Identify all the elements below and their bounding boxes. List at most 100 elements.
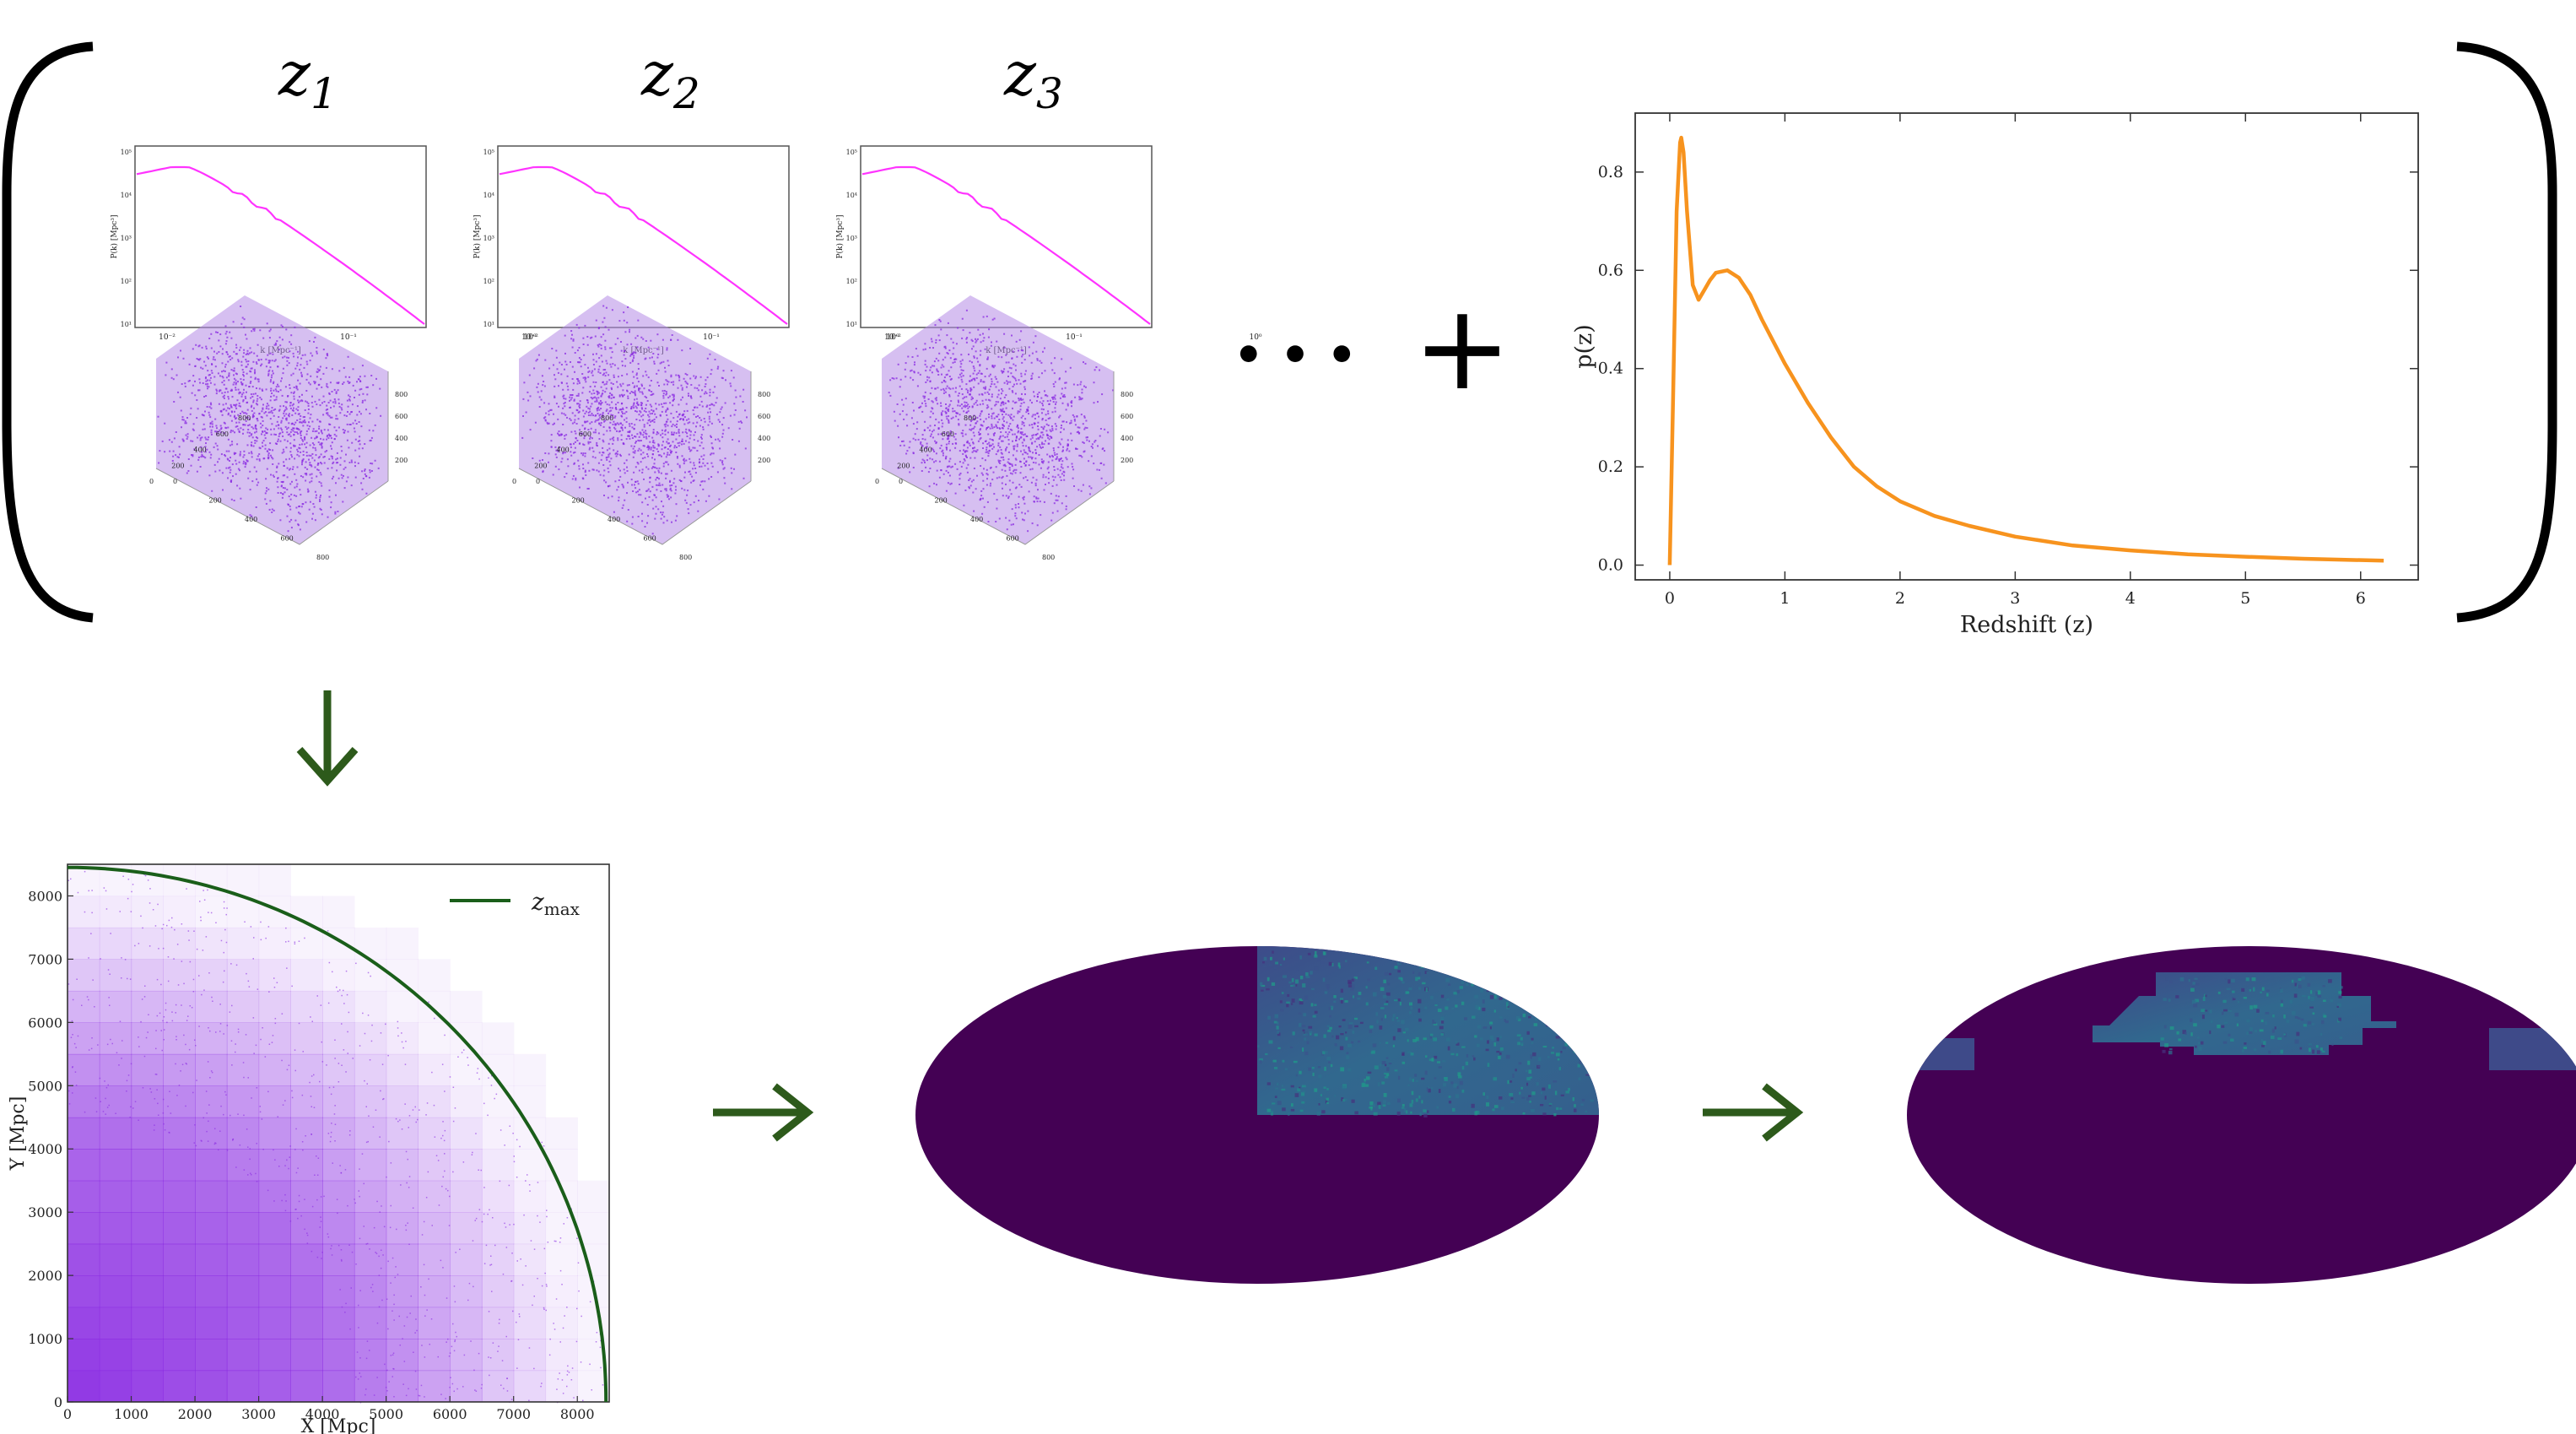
redshift-label-3: z 3 bbox=[1003, 38, 1063, 118]
plot-frame bbox=[134, 145, 427, 328]
x-tick-label: 10⁰ bbox=[523, 333, 536, 342]
cube-tick-label: 600 bbox=[579, 430, 591, 438]
cube-tick-label: 800 bbox=[238, 414, 251, 422]
x-tick-label: 10⁻² bbox=[159, 333, 176, 342]
cube-tick-label: 200 bbox=[897, 462, 910, 469]
density-cube-plot: 0 200 400 600 800 0 200 400 600 800 200 400 600 800 bbox=[875, 295, 1133, 561]
svg-text:2: 2 bbox=[672, 69, 700, 118]
x-tick-label: 10⁻² bbox=[884, 333, 901, 342]
cube-tick-label: 600 bbox=[758, 413, 770, 420]
cube-tick-label: 800 bbox=[1042, 554, 1055, 561]
y-tick-label: 10⁴ bbox=[483, 192, 494, 199]
x-tick-label: 3 bbox=[2010, 589, 2020, 608]
y-tick-label: 10¹ bbox=[121, 321, 132, 328]
x-tick-label: 10⁰ bbox=[1249, 333, 1261, 342]
zmax-boundary-arc bbox=[67, 865, 608, 1403]
cube-tick-label: 200 bbox=[935, 497, 948, 505]
redshift-distribution-chart: 0 1 2 3 4 5 6 0.0 0.2 0.4 0.6 0.8 Redshift (z) p(z) bbox=[1571, 112, 2419, 638]
cube-tick-label: 200 bbox=[395, 457, 408, 464]
power-spectrum-curve bbox=[136, 165, 425, 325]
lightcone-xy-chart: 0 1000 2000 3000 4000 5000 6000 7000 8000 0 1000 20… bbox=[8, 863, 610, 1434]
cube-tick-label: 600 bbox=[281, 535, 294, 543]
full-sky-map bbox=[915, 946, 1599, 1284]
density-cube-panels: 0 200 400 600 800 0 200 400 600 800 200 400 600 800 0 2… bbox=[149, 295, 1133, 561]
lightcone-points bbox=[68, 864, 610, 1404]
x-tick-label: 2000 bbox=[178, 1406, 213, 1422]
y-axis-label: P(k) [Mpc³] bbox=[473, 214, 482, 258]
y-tick-label: 10¹ bbox=[483, 321, 494, 328]
legend-label: zmax bbox=[531, 888, 581, 919]
y-tick-label: 10⁴ bbox=[846, 192, 857, 199]
cube-tick-label: 0 bbox=[149, 478, 154, 485]
svg-text:z: z bbox=[640, 38, 674, 109]
y-tick-label: 0.4 bbox=[1598, 360, 1623, 378]
x-tick-label: 7000 bbox=[496, 1406, 531, 1422]
y-tick-label: 3000 bbox=[28, 1204, 62, 1220]
x-tick-label: 10⁻¹ bbox=[340, 333, 357, 342]
ellipsis: • • • bbox=[1234, 328, 1357, 383]
y-tick-label: 0.0 bbox=[1598, 556, 1623, 575]
x-tick-label: 6 bbox=[2356, 589, 2366, 608]
x-tick-label: 10⁻¹ bbox=[703, 333, 720, 342]
plot-frame bbox=[860, 145, 1153, 328]
y-tick-label: 10⁴ bbox=[121, 192, 132, 199]
x-tick-label: 4 bbox=[2125, 589, 2136, 608]
cube-tick-label: 200 bbox=[758, 457, 770, 464]
cube-points bbox=[888, 309, 1115, 533]
svg-text:1: 1 bbox=[311, 69, 338, 118]
masked-sky-map bbox=[1907, 946, 2576, 1284]
right-bracket bbox=[2456, 41, 2557, 623]
x-tick-label: 6000 bbox=[433, 1406, 467, 1422]
cube-tick-label: 0 bbox=[899, 478, 903, 485]
cube-tick-label: 600 bbox=[395, 413, 408, 420]
y-tick-label: 10⁵ bbox=[121, 149, 132, 156]
y-tick-label: 5000 bbox=[28, 1078, 62, 1094]
y-tick-label: 0 bbox=[54, 1394, 62, 1410]
cube-tick-label: 400 bbox=[758, 435, 770, 442]
x-tick-label: 10⁰ bbox=[886, 333, 899, 342]
x-tick-label: 5 bbox=[2240, 589, 2250, 608]
cube-tick-label: 0 bbox=[512, 478, 516, 485]
sky-patch bbox=[1920, 1038, 1974, 1070]
y-tick-label: 7000 bbox=[28, 951, 62, 967]
x-tick-label: 0 bbox=[63, 1406, 72, 1422]
x-tick-label: 1 bbox=[1779, 589, 1790, 608]
cube-tick-label: 600 bbox=[216, 430, 229, 438]
plot-frame bbox=[67, 863, 610, 1403]
y-tick-label: 10² bbox=[121, 278, 132, 285]
y-axis-label: Y [Mpc] bbox=[8, 1096, 29, 1172]
y-tick-label: 10⁵ bbox=[483, 149, 494, 156]
redshift-distribution-line bbox=[1667, 135, 2384, 565]
power-spectrum-plot: 10⁻²10⁻¹10⁰k [Mpc⁻¹]10⁵10⁴10³10²10¹P(k) … bbox=[835, 145, 1262, 355]
density-cube-plot: 0 200 400 600 800 0 200 400 600 800 200 400 600 800 bbox=[512, 295, 770, 561]
cube-tick-label: 400 bbox=[245, 516, 257, 523]
cube-tick-label: 400 bbox=[1121, 435, 1133, 442]
y-tick-label: 10⁵ bbox=[846, 149, 857, 156]
cube-tick-label: 800 bbox=[1121, 391, 1133, 398]
plus-sign: + bbox=[1412, 279, 1511, 417]
y-axis-label: P(k) [Mpc³] bbox=[835, 214, 845, 258]
cube-volume bbox=[882, 295, 1114, 544]
redshift-label-2: z 2 bbox=[640, 38, 700, 118]
cube-tick-label: 400 bbox=[194, 446, 207, 454]
y-tick-label: 0.2 bbox=[1598, 457, 1623, 476]
svg-text:z: z bbox=[1003, 38, 1037, 109]
y-tick-label: 0.8 bbox=[1598, 163, 1623, 181]
y-tick-label: 10³ bbox=[121, 235, 132, 242]
cube-tick-label: 800 bbox=[758, 391, 770, 398]
y-tick-label: 8000 bbox=[28, 888, 62, 904]
x-axis-label: Redshift (z) bbox=[1960, 612, 2093, 638]
sky-patch bbox=[1257, 946, 1599, 1115]
cube-tick-label: 400 bbox=[920, 446, 932, 454]
cube-tick-label: 400 bbox=[395, 435, 408, 442]
x-tick-label: 10⁻² bbox=[521, 333, 538, 342]
y-tick-label: 4000 bbox=[28, 1141, 62, 1157]
cube-tick-label: 0 bbox=[875, 478, 879, 485]
cube-tick-label: 600 bbox=[644, 535, 656, 543]
x-tick-label: 5000 bbox=[369, 1406, 403, 1422]
svg-text:3: 3 bbox=[1036, 69, 1063, 118]
plot-frame bbox=[1634, 112, 2419, 581]
x-tick-label: 10⁻¹ bbox=[1066, 333, 1083, 342]
y-tick-label: 10³ bbox=[483, 235, 494, 242]
